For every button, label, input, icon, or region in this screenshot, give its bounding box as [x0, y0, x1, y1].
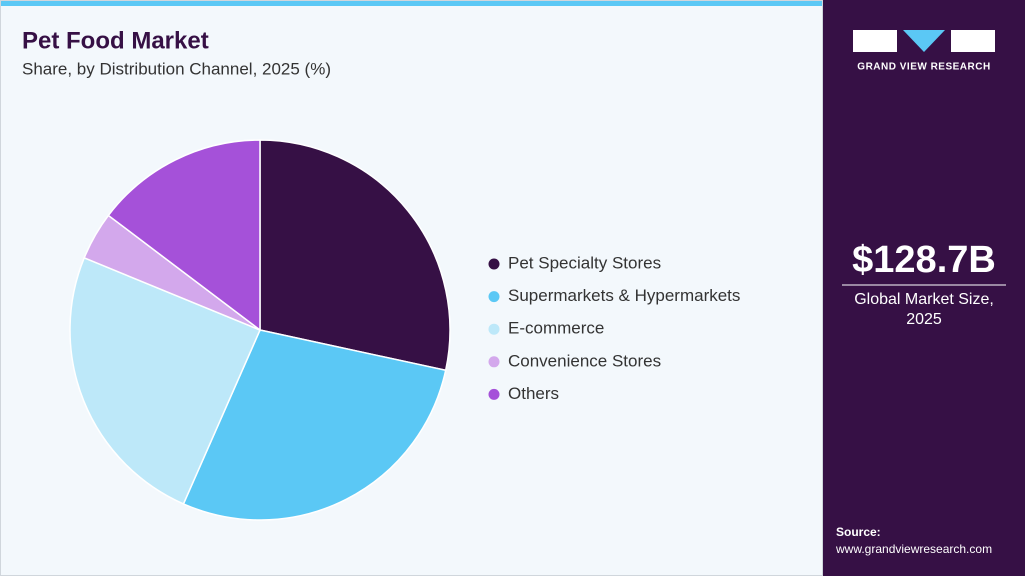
legend: Pet Specialty Stores Supermarkets & Hyper…: [488, 253, 740, 403]
legend-marker: [488, 388, 500, 400]
logo-block: [951, 30, 995, 52]
legend-marker: [488, 258, 500, 270]
top-accent: [0, 0, 823, 6]
pie-slice: [107, 139, 261, 332]
sidebar: [823, 0, 1025, 576]
pie-slice: [69, 256, 261, 505]
chart-title: Pet Food Market: [22, 27, 209, 54]
pie-slice: [259, 139, 451, 372]
legend-label: E-commerce: [508, 319, 604, 338]
legend-marker: [488, 323, 500, 335]
market-size: $128.7B: [852, 239, 996, 281]
pie-slice: [182, 329, 447, 521]
logo-block: [853, 30, 897, 52]
legend-marker: [488, 356, 500, 368]
market-size-label-box: Global Market Size, 2025: [854, 291, 994, 328]
pie: [69, 139, 451, 521]
legend-marker: [488, 291, 500, 303]
legend-label: Others: [508, 384, 559, 403]
chart-subtitle: Share, by Distribution Channel, 2025 (%): [22, 59, 331, 78]
logo-triangle: [903, 30, 945, 52]
legend-label: Supermarkets & Hypermarkets: [508, 286, 740, 305]
legend-label: Convenience Stores: [508, 351, 661, 370]
source-label: Source:: [836, 525, 881, 539]
brand: GRAND VIEW RESEARCH: [857, 62, 990, 73]
source-url: www.grandviewresearch.com: [835, 542, 992, 556]
logo: GRAND VIEW RESEARCH: [853, 30, 995, 73]
market-size-label: Global Market Size, 2025: [854, 291, 994, 328]
legend-label: Pet Specialty Stores: [508, 253, 661, 272]
